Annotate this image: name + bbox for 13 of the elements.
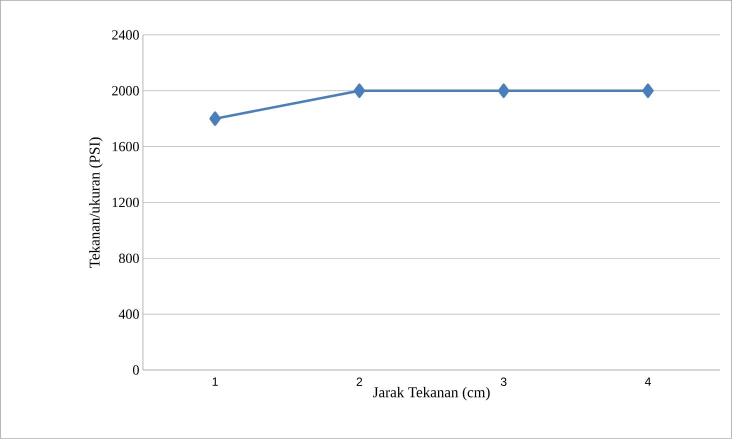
x-tick-label: 4 [644,378,651,386]
y-tick-label: 0 [132,365,139,375]
x-axis-title: Jarak Tekanan (cm) [373,386,490,400]
y-tick-label: 2400 [112,30,139,40]
y-tick-label: 1200 [112,198,139,208]
y-tick-label: 400 [118,309,139,319]
y-tick-label: 800 [119,254,139,264]
x-tick-label: 3 [500,378,506,386]
y-tick-label: 1600 [112,142,139,152]
y-axis-title: Tekanan/ukuran (PSI) [89,137,103,268]
x-tick-label: 2 [356,378,362,386]
x-tick-label: 1 [212,378,218,386]
y-tick-label: 2000 [112,86,139,96]
